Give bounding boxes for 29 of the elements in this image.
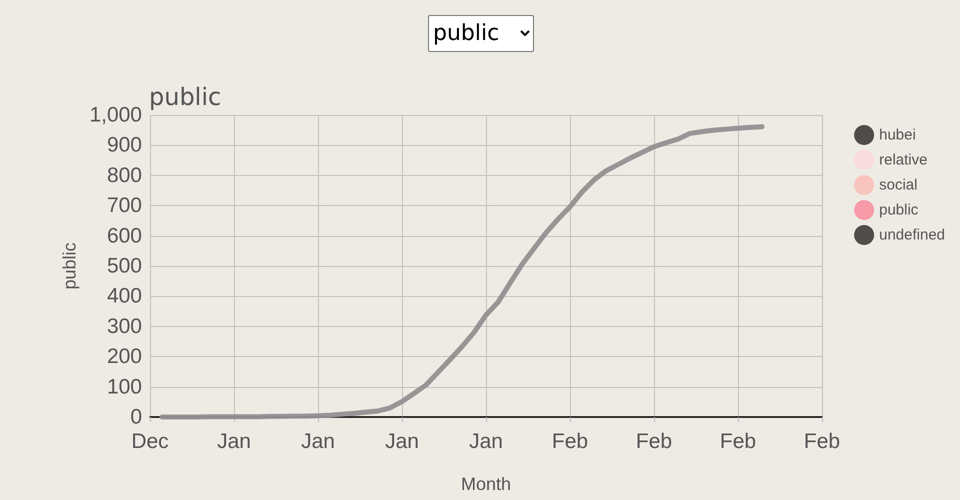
x-tick-label: Feb: [804, 430, 840, 453]
x-tick-label: Jan: [217, 430, 251, 453]
x-tick-label: Feb: [552, 430, 588, 453]
x-tick-label: Jan: [469, 430, 503, 453]
y-tick-label: 300: [106, 314, 142, 338]
y-tick-label: 400: [106, 284, 142, 308]
y-tick-label: 800: [106, 164, 142, 187]
chart-title: public: [149, 83, 222, 111]
y-tick-label: 0: [130, 406, 142, 428]
y-tick-label: 100: [106, 375, 142, 398]
y-tick-label: 700: [106, 194, 142, 218]
legend-label: relative: [879, 152, 928, 168]
x-axis-title: Month: [460, 474, 512, 494]
y-tick-label: 900: [106, 134, 142, 157]
x-tick-label: Jan: [385, 430, 419, 453]
x-tick-label: Feb: [720, 430, 756, 453]
y-tick-label: 600: [106, 224, 142, 248]
y-tick-label: 200: [106, 345, 142, 368]
legend-label: social: [879, 176, 918, 194]
dropdown: public: [428, 15, 534, 52]
x-tick-label: Feb: [636, 430, 672, 453]
x-tick-label: Dec: [131, 430, 169, 453]
y-tick-label: 500: [106, 254, 142, 278]
x-tick-label: Jan: [301, 430, 335, 453]
legend-label: public: [879, 202, 919, 218]
y-tick-label: 1,000: [89, 104, 142, 126]
legend-label: hubei: [879, 126, 916, 144]
y-axis-title: public: [60, 242, 80, 290]
legend-label: undefined: [879, 226, 946, 244]
